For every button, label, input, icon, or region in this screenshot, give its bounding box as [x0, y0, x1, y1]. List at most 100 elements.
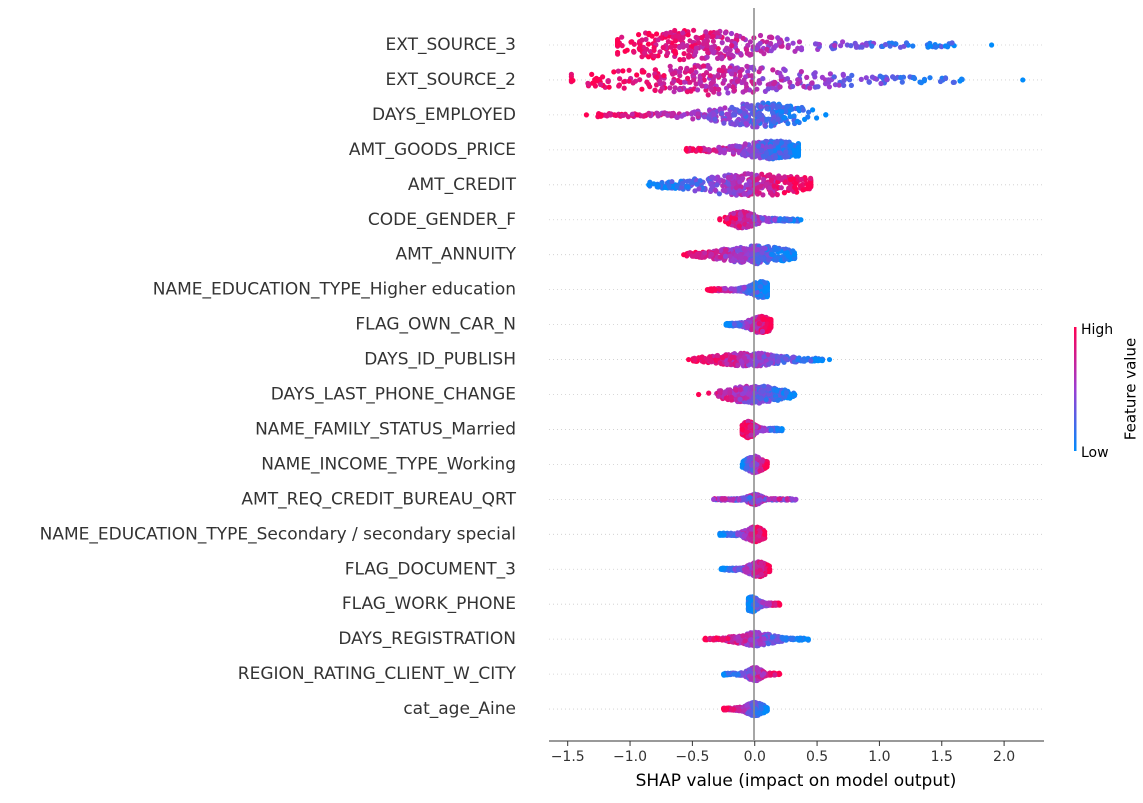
shap-point	[681, 252, 686, 257]
shap-point	[663, 32, 668, 37]
shap-point	[769, 123, 774, 128]
shap-point	[600, 74, 605, 79]
shap-point	[598, 114, 603, 119]
shap-point	[739, 255, 744, 260]
shap-point	[628, 40, 633, 45]
shap-point	[721, 179, 726, 184]
feature-label: AMT_CREDIT	[408, 175, 517, 195]
shap-point	[680, 181, 685, 186]
shap-point	[989, 42, 994, 47]
shap-point	[728, 175, 733, 180]
shap-point	[674, 115, 679, 120]
shap-point	[746, 213, 751, 218]
shap-point	[847, 77, 852, 82]
shap-point	[670, 72, 675, 77]
shap-point	[740, 427, 745, 432]
shap-point	[759, 396, 764, 401]
shap-point	[696, 111, 701, 116]
shap-point	[945, 44, 950, 49]
shap-point	[738, 351, 743, 356]
shap-point	[690, 254, 695, 259]
shap-point	[667, 85, 672, 90]
shap-point	[776, 354, 781, 359]
shap-point	[669, 179, 674, 184]
shap-point	[783, 356, 788, 361]
shap-point	[799, 177, 804, 182]
shap-point	[814, 115, 819, 120]
shap-point	[888, 44, 893, 49]
shap-point	[747, 495, 752, 500]
shap-point	[745, 324, 750, 329]
shap-point	[849, 83, 854, 88]
shap-point	[780, 427, 785, 432]
shap-point	[722, 188, 727, 193]
shap-point	[724, 361, 729, 366]
shap-point	[769, 35, 774, 40]
shap-point	[758, 41, 763, 46]
shap-point	[754, 462, 759, 467]
shap-point	[740, 176, 745, 181]
shap-point	[613, 113, 618, 118]
shap-point	[661, 45, 666, 50]
shap-point	[771, 81, 776, 86]
shap-point	[634, 72, 639, 77]
shap-point	[768, 322, 773, 327]
shap-point	[746, 104, 751, 109]
shap-point	[904, 40, 909, 45]
shap-point	[716, 87, 721, 92]
shap-point	[950, 40, 955, 45]
shap-point	[770, 192, 775, 197]
shap-point	[735, 248, 740, 253]
shap-point	[748, 39, 753, 44]
feature-label: AMT_ANNUITY	[396, 245, 517, 265]
feature-dots	[646, 171, 813, 198]
shap-point	[719, 54, 724, 59]
shap-point	[631, 50, 636, 55]
shap-point	[756, 498, 761, 503]
shap-point	[644, 80, 649, 85]
shap-point	[841, 83, 846, 88]
shap-point	[746, 392, 751, 397]
shap-point	[654, 31, 659, 36]
shap-point	[717, 217, 722, 222]
shap-point	[647, 84, 652, 89]
shap-point	[731, 211, 736, 216]
shap-point	[772, 217, 777, 222]
shap-point	[760, 329, 765, 334]
shap-point	[729, 105, 734, 110]
shap-point	[742, 285, 747, 290]
shap-point	[709, 252, 714, 257]
shap-point	[733, 66, 738, 71]
shap-point	[699, 56, 704, 61]
feature-dots	[686, 351, 832, 369]
shap-point	[646, 73, 651, 78]
shap-point	[788, 217, 793, 222]
shap-point	[782, 217, 787, 222]
shap-point	[770, 103, 775, 108]
shap-point	[611, 69, 616, 74]
shap-point	[775, 427, 780, 432]
shap-point	[792, 392, 797, 397]
shap-point	[764, 219, 769, 224]
shap-point	[880, 75, 885, 80]
shap-point	[729, 395, 734, 400]
shap-point	[691, 28, 696, 33]
shap-point	[741, 192, 746, 197]
shap-point	[738, 387, 743, 392]
shap-point	[694, 182, 699, 187]
shap-point	[725, 37, 730, 42]
shap-point	[710, 175, 715, 180]
shap-point	[766, 362, 771, 367]
shap-point	[725, 90, 730, 95]
shap-point	[766, 257, 771, 262]
shap-point	[656, 37, 661, 42]
shap-point	[797, 39, 802, 44]
shap-point	[646, 54, 651, 59]
shap-point	[639, 87, 644, 92]
shap-point	[687, 47, 692, 52]
feature-label: NAME_EDUCATION_TYPE_Secondary / secondar…	[40, 524, 516, 544]
shap-point	[758, 33, 763, 38]
shap-point	[741, 151, 746, 156]
shap-point	[755, 257, 760, 262]
shap-point	[744, 47, 749, 52]
